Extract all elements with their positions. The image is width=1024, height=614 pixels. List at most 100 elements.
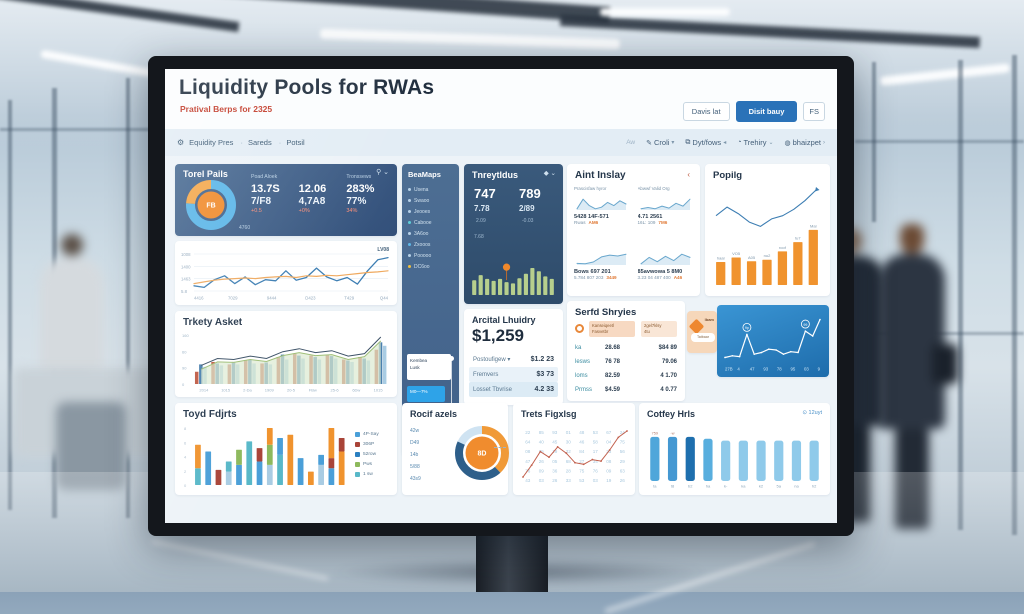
tag-pill[interactable]: Tatbaar (691, 333, 715, 342)
breadcrumb-item[interactable]: Potsil (286, 138, 305, 147)
svg-text:4: 4 (184, 455, 187, 460)
svg-text:19: 19 (606, 478, 612, 483)
list-item[interactable]: Jeooes (408, 206, 455, 217)
dashboard-header: Liquidity Pools for RWAs Pratival Berps … (165, 69, 837, 129)
chevron-down-icon: ◂ (723, 140, 727, 146)
kpi-value: 747 (474, 186, 496, 201)
card-trerptclks: Tnreytldus ◆ ⌄ 747 789 7.78 2/89 2.09 -0… (464, 164, 563, 304)
svg-text:8: 8 (184, 426, 187, 431)
svg-text:7029: 7029 (228, 296, 238, 301)
list-item[interactable]: 3A6oo (408, 228, 455, 239)
svg-text:1015: 1015 (374, 388, 384, 393)
svg-text:26: 26 (552, 478, 558, 483)
menu-item-icon: ✎ (646, 139, 652, 147)
beamaps-highlight[interactable]: M0—7% (407, 386, 445, 402)
card-total-pools: Torel Pails ⚲ ⌄ FB 4760 Poad Aloek Trons… (175, 164, 397, 236)
bullet-icon (408, 221, 411, 224)
chevron-down-icon: › (823, 139, 825, 146)
donut-label: 5/88 (410, 464, 420, 470)
table-row[interactable]: loms 82.59 4 1.70 (575, 373, 677, 379)
card-aint-inslay: Aint Inslay ‹ Prascisfaw hyror 5428 14F-… (567, 164, 700, 296)
kpi-row-label: Losset Tbvrise (473, 386, 512, 393)
card-popilg: Popilg haal VO5 A05 nu2 roof tu7 Mal (705, 164, 830, 296)
table-header-chip: 2gel7klsy 4tu (641, 321, 677, 337)
list-item[interactable]: Usena (408, 184, 455, 195)
svg-text:FBw: FBw (309, 388, 317, 393)
svg-text:36: 36 (552, 469, 558, 474)
filter-icon[interactable]: ⚲ ⌄ (376, 169, 389, 176)
main-trend-chart: 1008 1400 1463 5.8 4416 7029 9444 D423 T429 Q44 LV… (180, 245, 392, 301)
table-row[interactable]: Prmss $4.59 4 0.77 (575, 387, 677, 393)
table-row[interactable]: lesws 76 78 79.06 (575, 359, 677, 365)
legend-swatch (355, 441, 360, 447)
svg-text:93: 93 (552, 430, 558, 435)
svg-text:27B: 27B (725, 367, 733, 372)
menu-item-label: Trehiry (743, 138, 767, 147)
monitor-stand (476, 534, 548, 592)
table-body: ka 28.68 $84 89 lesws 76 78 79.06 loms 8… (575, 341, 677, 397)
svg-text:ha: ha (706, 484, 711, 489)
menu-item-icon: ◍ (784, 139, 791, 147)
card-arcical-liquidity: Arcital Lhuidry $1,259 Postoufigew ▾ $1.… (464, 309, 563, 405)
svg-text:40: 40 (539, 440, 545, 445)
svg-text:46: 46 (579, 440, 585, 445)
stat-value: 13.7S (251, 183, 280, 195)
table-row[interactable]: ka 28.68 $84 89 (575, 345, 677, 351)
svg-text:29: 29 (620, 459, 626, 464)
list-item[interactable]: Swaoo (408, 195, 455, 206)
card-blue-trend: 9p 99 27B 4 47 93 78 95 03 9 (717, 305, 829, 377)
trerpt-bar-chart (469, 252, 557, 298)
glass-frame (0, 128, 150, 131)
kpi-sub: 7.78 (474, 204, 490, 213)
settings-button[interactable]: FS (803, 102, 825, 121)
secondary-button[interactable]: Davis lat (682, 102, 730, 121)
nav-menu-item[interactable]: ◍ bhaizpet › (785, 138, 825, 147)
list-item[interactable]: Zxooos (408, 239, 455, 250)
svg-text:1015: 1015 (221, 388, 231, 393)
svg-text:0: 0 (184, 483, 187, 488)
stat-value: 12.06 (298, 183, 327, 195)
svg-text:6Dw: 6Dw (352, 388, 360, 393)
bullet-icon (408, 199, 411, 202)
bag (932, 344, 958, 384)
card-title: Trkety Asket (183, 317, 243, 328)
trets-calendar-chart: 22 85 93 01 48 53 67 24 64 40 45 30 46 58 04 75 08 25 19 32… (519, 423, 631, 489)
kpi-row-label: Postoufigew ▾ (473, 357, 511, 363)
card-title: Cotfey Hrls (647, 409, 696, 419)
kpi-row[interactable]: Fremvers $3 73 (469, 367, 558, 382)
svg-text:47: 47 (750, 367, 755, 372)
legend-label: 306P (363, 441, 375, 447)
refresh-badge[interactable]: ⊙ 12uyt (802, 410, 822, 416)
filter-icon[interactable]: ◆ ⌄ (543, 170, 556, 177)
list-item[interactable]: Cabooe (408, 217, 455, 228)
breadcrumb-item[interactable]: Sareds (248, 138, 281, 147)
svg-text:T429: T429 (344, 296, 354, 301)
donut-label: 14b (410, 452, 419, 458)
svg-text:VO5: VO5 (732, 251, 741, 256)
list-item[interactable]: DC6oo (408, 261, 455, 272)
nav-menu-item[interactable]: ✎ Croli ▾ (646, 138, 674, 147)
card-tag: Ibam Tatbaar (687, 311, 717, 353)
svg-text:9444: 9444 (267, 296, 277, 301)
breadcrumb-item[interactable]: Equidity Pres (189, 138, 243, 147)
svg-text:60: 60 (182, 349, 187, 354)
stat-delta: +0.5 (251, 208, 262, 214)
kpi-row[interactable]: Losset Tbvrise 4.2 33 (469, 382, 558, 397)
legend-label: 4P-Say (363, 431, 379, 437)
chevron-left-icon[interactable]: ‹ (687, 170, 690, 179)
svg-text:68: 68 (566, 459, 572, 464)
nav-menu-item[interactable]: ◔ Trehiry ⌄ (737, 138, 773, 147)
svg-text:09: 09 (606, 469, 612, 474)
chevron-down-icon: ▾ (671, 140, 675, 146)
legend-label: Pws (363, 461, 373, 467)
primary-button[interactable]: Disit bauy (735, 101, 798, 122)
card-title: Popilg (713, 170, 743, 181)
card-serfd-table: Serfd Shryies Kanseiqeetl Fasvetbr 2gel7… (567, 301, 685, 401)
table-header-chip: Kanseiqeetl Fasvetbr (589, 321, 635, 337)
svg-text:27: 27 (579, 459, 585, 464)
kpi-row[interactable]: Postoufigew ▾ $1.2 23 (469, 352, 558, 367)
sparkline-cell: 85avwowa 5 8M0 3.23 04 487 400 A46 (638, 241, 696, 293)
svg-text:05: 05 (552, 459, 558, 464)
list-item[interactable]: Pooooo (408, 250, 455, 261)
nav-menu-item[interactable]: ⧉ Dyt/fows ◂ (685, 138, 726, 147)
